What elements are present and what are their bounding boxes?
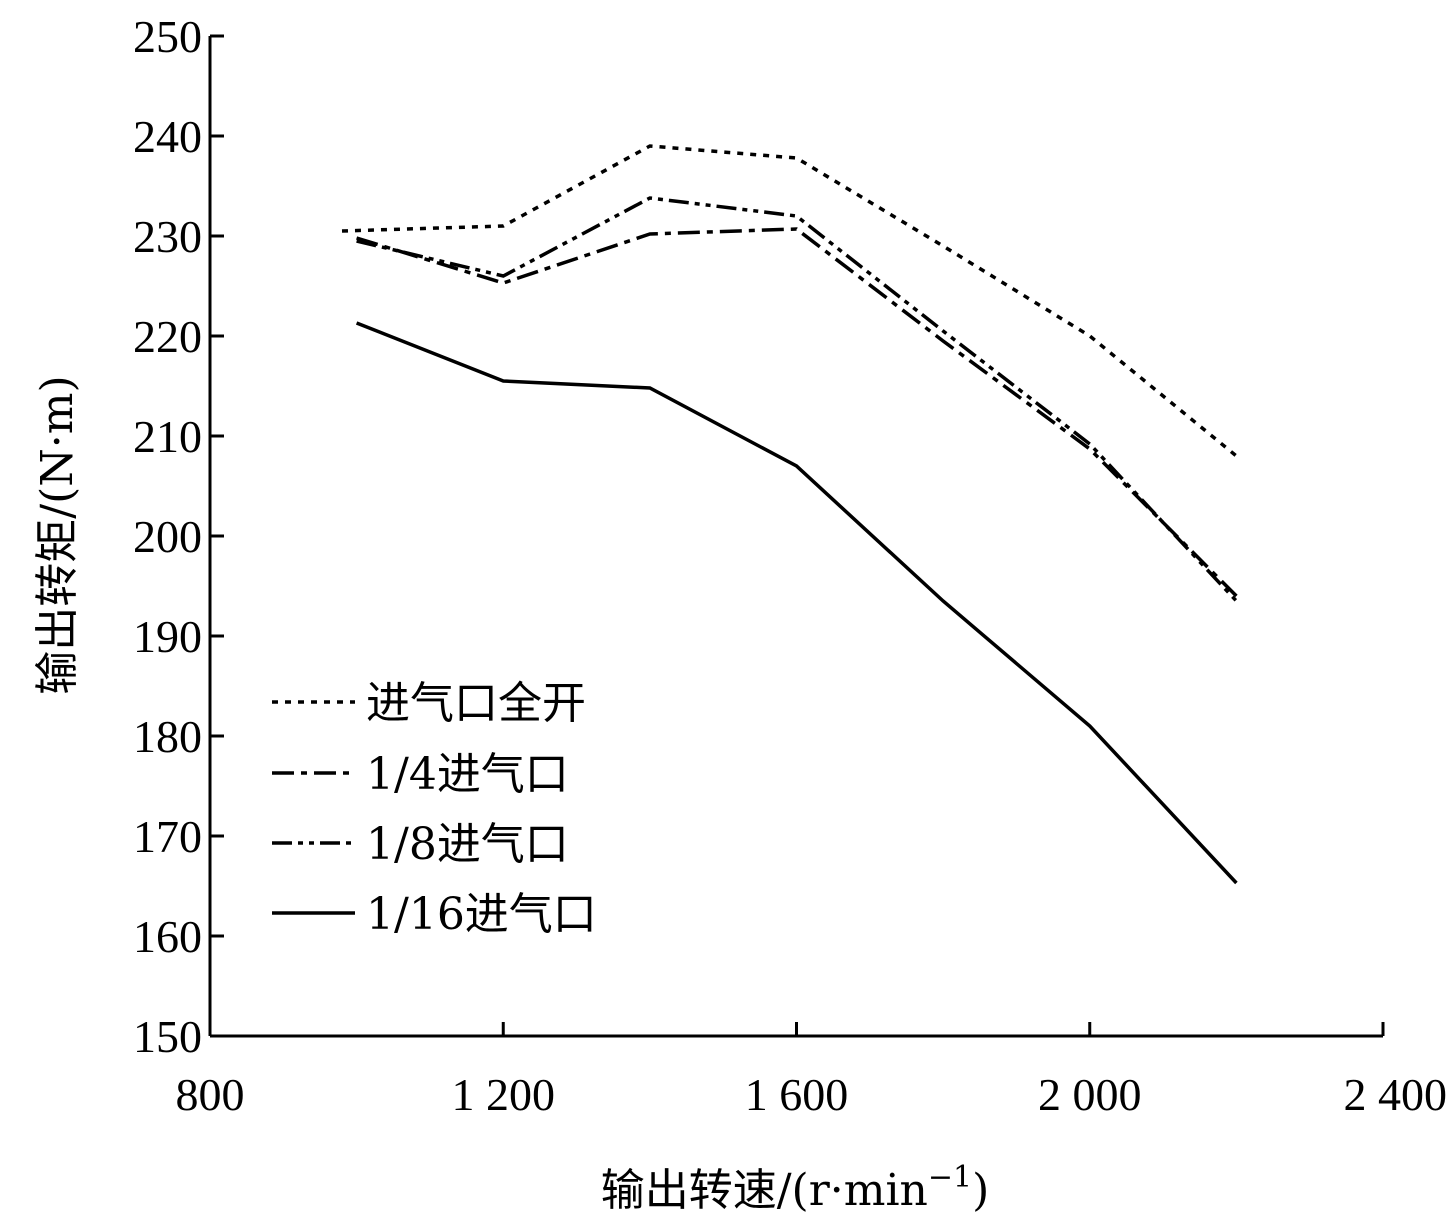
legend-label-1: 1/4进气口 [366, 749, 569, 800]
legend-label-2: 1/8进气口 [366, 819, 569, 870]
y-tick-label-200: 200 [133, 511, 202, 562]
series-line-2 [356, 196, 1238, 603]
x-tick-label-2400: 2 400 [1344, 1069, 1448, 1120]
x-ticks: 800 1 200 1 600 2 000 2 400 [176, 1022, 1448, 1120]
series-line-0 [341, 144, 1238, 458]
x-tick-label-1200: 1 200 [452, 1069, 556, 1120]
y-axis-title: 输出转矩/(N·m) [32, 375, 83, 694]
x-axis-title-superscript: −1 [928, 1160, 972, 1195]
y-tick-label-220: 220 [133, 311, 202, 362]
legend-label-3: 1/16进气口 [366, 889, 597, 940]
y-tick-label-160: 160 [133, 911, 202, 962]
series-line-1 [356, 227, 1238, 598]
y-tick-label-230: 230 [133, 211, 202, 262]
y-tick-label-150: 150 [133, 1011, 202, 1062]
x-tick-label-800: 800 [176, 1069, 245, 1120]
series-layer [341, 144, 1238, 885]
y-tick-label-210: 210 [133, 411, 202, 462]
y-tick-label-240: 240 [133, 111, 202, 162]
legend-label-0: 进气口全开 [366, 678, 586, 729]
x-axis-title: 输出转速/(r·min−1) [601, 1160, 990, 1216]
plot-area [208, 36, 1383, 1038]
legend: 进气口全开 1/4进气口 1/8进气口 1/16进气口 [272, 678, 597, 940]
series-line-3 [355, 321, 1238, 885]
y-tick-label-180: 180 [133, 711, 202, 762]
y-ticks: 150 160 170 180 190 200 210 220 230 240 250 [133, 11, 224, 1062]
y-tick-label-170: 170 [133, 811, 202, 862]
x-tick-label-2000: 2 000 [1038, 1069, 1142, 1120]
x-tick-label-1600: 1 600 [745, 1069, 849, 1120]
y-tick-label-250: 250 [133, 11, 202, 62]
y-tick-label-190: 190 [133, 611, 202, 662]
